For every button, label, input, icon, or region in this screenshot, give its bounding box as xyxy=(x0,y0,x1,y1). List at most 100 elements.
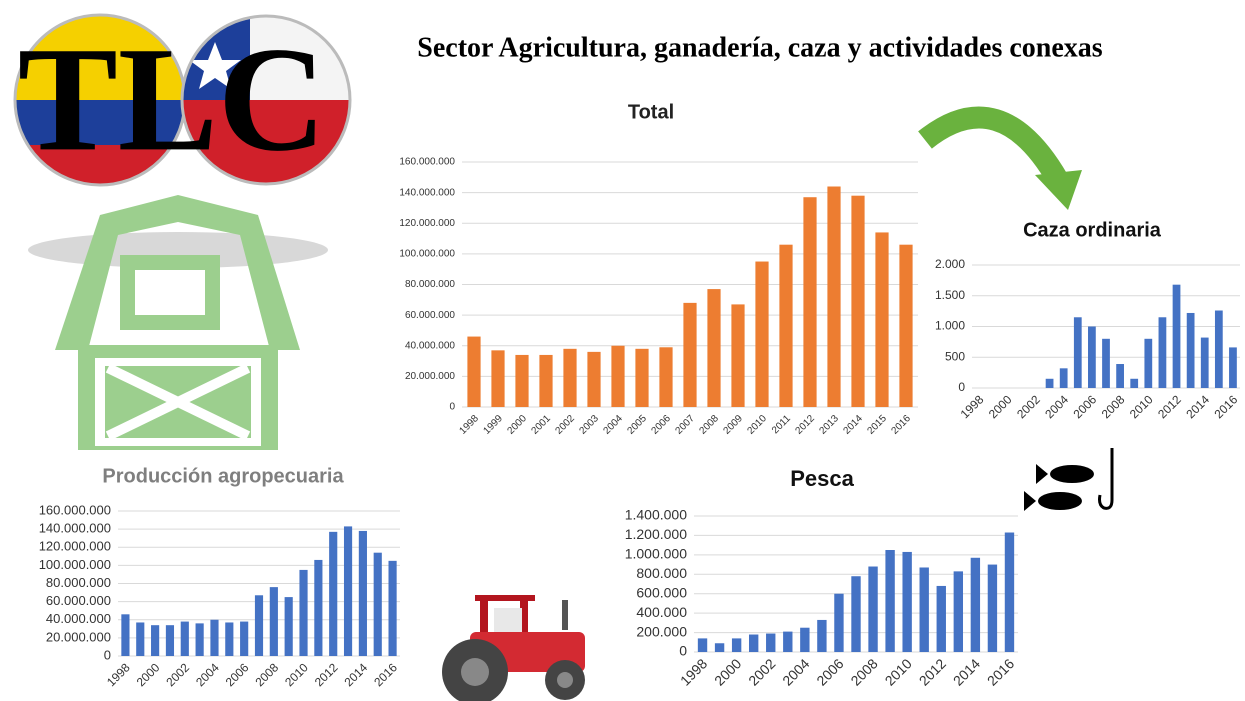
bar xyxy=(195,623,204,656)
bar xyxy=(1004,532,1015,652)
x-tick-label: 2009 xyxy=(721,413,745,437)
arrow-icon xyxy=(918,106,1082,210)
x-tick-label: 2006 xyxy=(813,655,846,688)
x-tick-label: 2006 xyxy=(649,413,673,437)
bar xyxy=(314,559,323,656)
bar xyxy=(1045,378,1054,388)
page-title: Sector Agricultura, ganadería, caza y ac… xyxy=(417,32,1103,63)
chart-title: Producción agropecuaria xyxy=(102,465,344,487)
bar xyxy=(1116,364,1124,388)
x-tick-label: 2008 xyxy=(697,413,721,437)
y-tick-label: 60.000.000 xyxy=(46,593,111,608)
y-tick-label: 100.000.000 xyxy=(399,249,455,260)
chart: Pesca 0 200.000 400.000 600.000 800.000 1.000.… xyxy=(625,466,1018,689)
x-tick-label: 2014 xyxy=(1183,392,1212,421)
bar xyxy=(1214,310,1223,388)
bar xyxy=(151,625,160,656)
bar xyxy=(902,551,912,652)
y-tick-label: 140.000.000 xyxy=(39,521,111,536)
x-tick-label: 2004 xyxy=(601,413,625,437)
bar xyxy=(1088,326,1096,388)
barn-icon xyxy=(28,195,328,450)
bar xyxy=(1073,317,1082,388)
y-tick-label: 120.000.000 xyxy=(399,218,455,229)
x-tick-label: 2004 xyxy=(779,655,812,688)
x-tick-label: 2016 xyxy=(984,655,1017,688)
x-tick-label: 2006 xyxy=(1070,392,1099,421)
y-tick-label: 40.000.000 xyxy=(405,340,455,351)
y-tick-label: 2.000 xyxy=(935,257,965,271)
bar xyxy=(731,304,745,407)
x-tick-label: 2002 xyxy=(553,413,577,437)
bar xyxy=(1229,347,1237,388)
bar xyxy=(779,244,793,407)
bar xyxy=(121,614,130,656)
x-tick-label: 2004 xyxy=(1042,392,1071,421)
fish-icon xyxy=(1024,448,1114,511)
bar xyxy=(817,619,827,652)
bar xyxy=(563,348,577,407)
bar xyxy=(748,634,759,652)
x-tick-label: 2002 xyxy=(163,660,192,689)
bar xyxy=(827,186,841,407)
x-tick-label: 2016 xyxy=(889,413,913,437)
x-tick-label: 2016 xyxy=(371,660,400,689)
y-tick-label: 1.000 xyxy=(935,319,965,333)
bar xyxy=(515,354,529,407)
x-tick-label: 2002 xyxy=(1014,392,1043,421)
x-tick-label: 2016 xyxy=(1212,392,1241,421)
x-tick-label: 2013 xyxy=(817,413,841,437)
x-tick-label: 2010 xyxy=(282,660,311,689)
logo-text: TLC xyxy=(18,16,326,182)
bar xyxy=(987,564,998,652)
bar xyxy=(1059,368,1068,388)
y-tick-label: 400.000 xyxy=(636,604,687,620)
bar xyxy=(284,597,293,656)
bar xyxy=(587,351,601,407)
x-tick-label: 2012 xyxy=(793,413,817,437)
bar xyxy=(299,569,308,656)
bar xyxy=(851,576,861,652)
bar xyxy=(800,627,810,652)
x-tick-label: 2015 xyxy=(865,413,889,437)
x-tick-label: 2000 xyxy=(505,413,529,437)
bar xyxy=(953,571,964,652)
x-tick-label: 1998 xyxy=(457,413,481,437)
y-tick-label: 20.000.000 xyxy=(46,629,111,644)
bar xyxy=(868,566,878,652)
bar xyxy=(491,350,505,407)
bar xyxy=(970,557,981,652)
x-tick-label: 2014 xyxy=(950,655,983,688)
bar xyxy=(851,195,865,407)
x-tick-label: 2001 xyxy=(529,413,553,437)
y-tick-label: 60.000.000 xyxy=(405,310,455,321)
x-tick-label: 2012 xyxy=(312,660,341,689)
y-tick-label: 1.500 xyxy=(935,288,965,302)
x-tick-label: 2003 xyxy=(577,413,601,437)
x-tick-label: 2004 xyxy=(193,660,222,689)
x-tick-label: 1999 xyxy=(481,413,505,437)
bar xyxy=(210,619,219,656)
y-tick-label: 160.000.000 xyxy=(399,157,455,168)
bar xyxy=(766,633,776,652)
bar xyxy=(697,638,708,652)
x-tick-label: 2010 xyxy=(1127,392,1156,421)
bar xyxy=(919,567,929,652)
x-tick-label: 2002 xyxy=(745,655,778,688)
x-tick-label: 2010 xyxy=(882,655,915,688)
bar xyxy=(180,621,189,656)
y-tick-label: 0 xyxy=(958,380,965,394)
bar xyxy=(899,244,913,407)
y-tick-label: 0 xyxy=(104,647,111,662)
x-tick-label: 2000 xyxy=(711,655,744,688)
x-tick-label: 2000 xyxy=(986,392,1015,421)
x-tick-label: 2007 xyxy=(673,413,697,437)
bar xyxy=(1144,338,1153,388)
bar xyxy=(136,622,145,656)
x-tick-label: 2014 xyxy=(341,660,370,689)
y-tick-label: 800.000 xyxy=(636,565,687,581)
bar xyxy=(714,643,725,652)
x-tick-label: 2010 xyxy=(745,413,769,437)
